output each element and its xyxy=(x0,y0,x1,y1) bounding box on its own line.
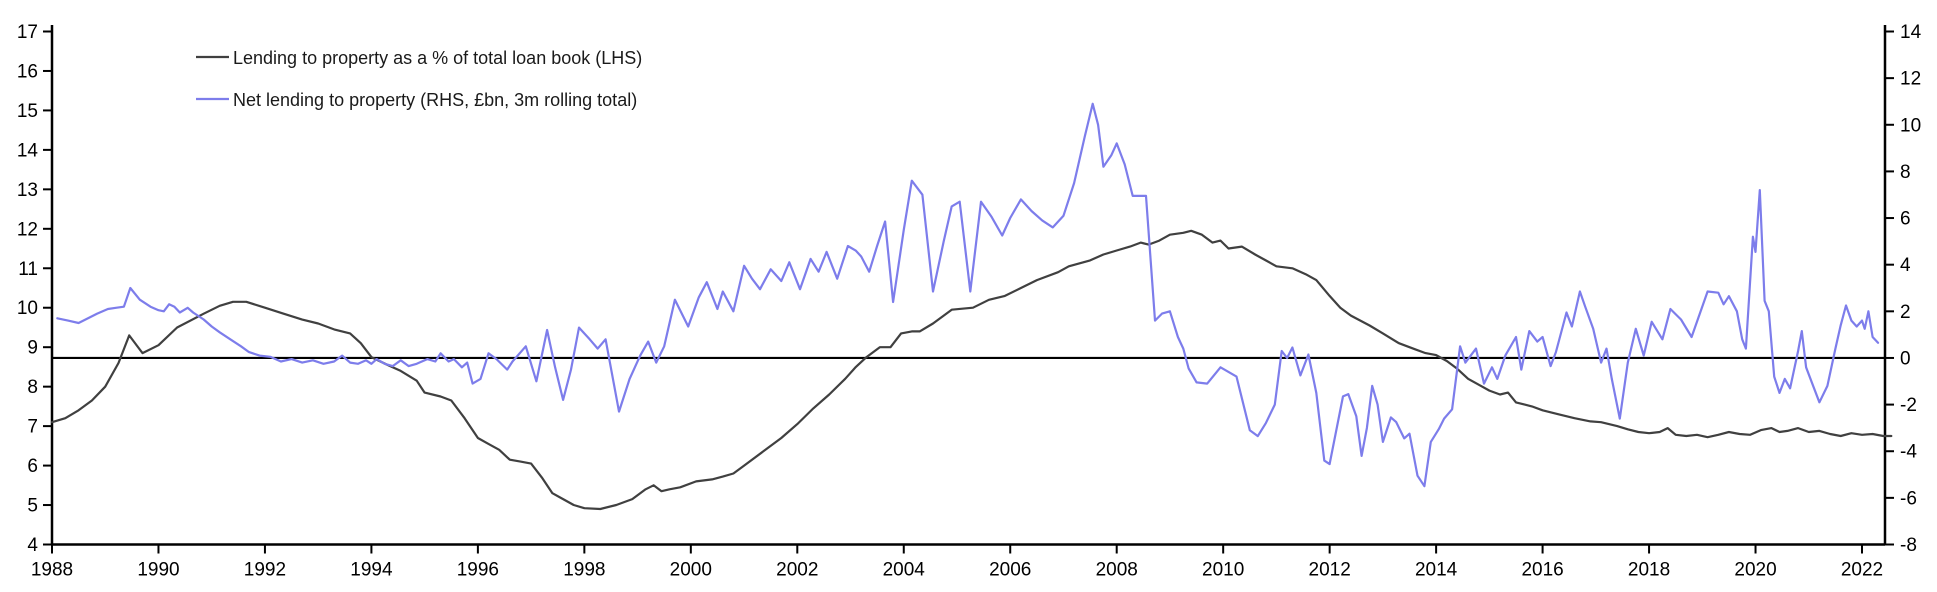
series-line-rhs xyxy=(56,102,1880,488)
x-axis-tick-label: 2006 xyxy=(989,560,1031,581)
left-axis-tick-label: 11 xyxy=(18,259,38,280)
x-axis-tick-label: 2014 xyxy=(1415,560,1458,581)
legend-label-lhs: Lending to property as a % of total loan… xyxy=(233,48,642,68)
x-axis-tick-label: 1998 xyxy=(563,560,605,581)
x-axis-tick-label: 2012 xyxy=(1309,560,1351,581)
x-axis-tick-label: 2004 xyxy=(883,560,926,581)
left-axis-tick-label: 8 xyxy=(27,377,38,398)
series-line-lhs xyxy=(50,229,1893,511)
x-axis-tick-label: 1996 xyxy=(457,560,499,581)
right-axis-tick-label: 14 xyxy=(1900,22,1922,43)
left-axis-tick-label: 17 xyxy=(17,22,38,43)
x-axis-tick-label: 2016 xyxy=(1521,560,1563,581)
x-axis-tick-label: 2010 xyxy=(1202,560,1244,581)
left-axis-tick-label: 6 xyxy=(27,456,38,477)
right-axis-tick-label: 8 xyxy=(1900,162,1911,183)
right-axis-tick-label: 10 xyxy=(1900,115,1921,136)
left-axis-tick-label: 7 xyxy=(27,417,38,438)
x-axis-tick-label: 2008 xyxy=(1096,560,1138,581)
right-axis-tick-label: -6 xyxy=(1900,488,1917,509)
legend-label-rhs: Net lending to property (RHS, £bn, 3m ro… xyxy=(233,90,637,110)
right-axis-tick-label: -8 xyxy=(1900,535,1917,556)
chart-legend: Lending to property as a % of total loan… xyxy=(196,48,642,110)
left-axis-tick-label: 14 xyxy=(17,140,39,161)
left-axis-tick-label: 5 xyxy=(27,496,38,517)
right-axis-tick-label: -2 xyxy=(1900,395,1917,416)
right-axis-tick-label: -4 xyxy=(1900,442,1917,463)
series-layer xyxy=(50,102,1893,511)
x-axis-tick-label: 2000 xyxy=(670,560,712,581)
left-axis-tick-label: 13 xyxy=(17,180,38,201)
right-axis-tick-label: 4 xyxy=(1900,255,1911,276)
x-axis-tick-label: 1990 xyxy=(137,560,179,581)
left-axis-tick-label: 15 xyxy=(17,101,38,122)
right-axis-tick-label: 6 xyxy=(1900,209,1911,230)
right-axis-tick-label: 2 xyxy=(1900,302,1911,323)
x-axis-tick-label: 2020 xyxy=(1734,560,1776,581)
x-axis-tick-label: 2018 xyxy=(1628,560,1670,581)
x-axis-tick-label: 1988 xyxy=(31,560,73,581)
right-axis-tick-label: 0 xyxy=(1900,348,1911,369)
left-axis-tick-label: 4 xyxy=(27,535,38,556)
left-axis-tick-label: 10 xyxy=(17,298,38,319)
x-axis-tick-label: 1992 xyxy=(244,560,286,581)
left-axis-tick-label: 16 xyxy=(17,61,38,82)
right-axis-tick-label: 12 xyxy=(1900,69,1921,90)
axes-layer: 4 5 6 7 8 9 10 11 12 13 14 15 16 17 -8 -6 -4 -2 0 2 4 6 8 10 12 1… xyxy=(17,22,1922,581)
x-axis-tick-label: 1994 xyxy=(350,560,393,581)
left-axis-tick-label: 9 xyxy=(27,338,38,359)
left-axis-tick-label: 12 xyxy=(17,219,38,240)
x-axis-tick-label: 2022 xyxy=(1841,560,1883,581)
x-axis-tick-label: 2002 xyxy=(776,560,818,581)
